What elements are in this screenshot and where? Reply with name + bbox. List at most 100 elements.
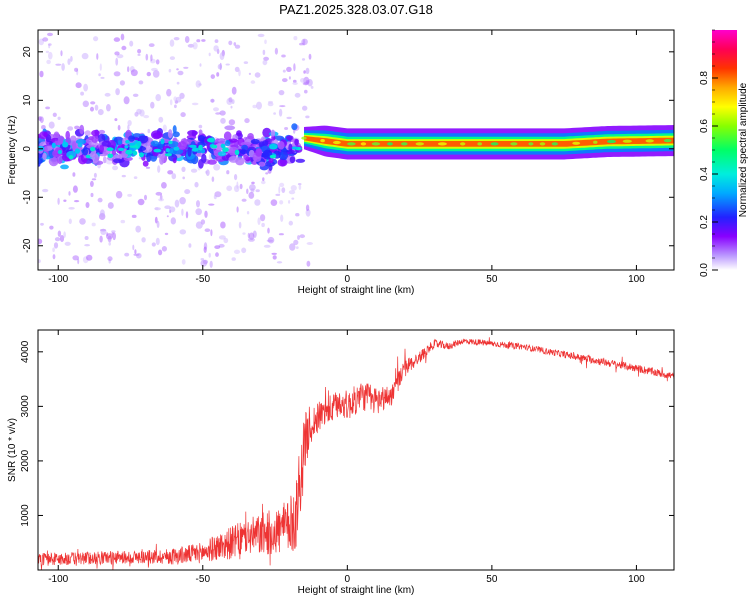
noise-blob bbox=[114, 51, 120, 56]
noise-blob bbox=[106, 104, 111, 112]
x-tick-label: -50 bbox=[196, 574, 211, 585]
noise-blob bbox=[303, 70, 306, 74]
noise-blob bbox=[293, 36, 298, 41]
noise-blob bbox=[97, 197, 103, 203]
noise-blob bbox=[91, 178, 97, 181]
noise-blob bbox=[198, 83, 202, 86]
noise-blob bbox=[171, 173, 177, 180]
noise-blob bbox=[292, 82, 298, 85]
ridge-band bbox=[304, 136, 674, 147]
noise-bright-spot bbox=[118, 147, 125, 152]
noise-blob bbox=[103, 156, 107, 164]
noise-blob bbox=[115, 57, 119, 66]
x-tick-label: -100 bbox=[48, 574, 68, 585]
noise-blob bbox=[138, 80, 144, 85]
noise-core-blob bbox=[291, 123, 298, 131]
noise-blob bbox=[158, 198, 165, 202]
colorbar-ticks: 0.0 0.2 0.4 0.6 0.8 bbox=[699, 29, 718, 277]
noise-core-blob bbox=[288, 143, 293, 152]
noise-blob bbox=[291, 197, 295, 200]
noise-blob bbox=[289, 243, 296, 251]
noise-bright-spot bbox=[291, 146, 299, 150]
noise-blob bbox=[64, 241, 71, 246]
ridge-spot bbox=[477, 142, 483, 146]
noise-blob bbox=[241, 198, 247, 202]
noise-blob bbox=[53, 242, 59, 249]
noise-blob bbox=[130, 69, 138, 77]
noise-core-blob bbox=[289, 156, 296, 164]
noise-blob bbox=[137, 49, 142, 54]
noise-core-blob bbox=[97, 133, 106, 144]
noise-blob bbox=[267, 102, 274, 107]
noise-blob bbox=[154, 207, 159, 211]
noise-core-blob bbox=[270, 129, 276, 137]
noise-blob bbox=[180, 112, 186, 118]
noise-blob bbox=[191, 102, 199, 106]
spectrogram-marks bbox=[38, 32, 674, 268]
noise-blob bbox=[302, 105, 308, 111]
noise-blob bbox=[267, 227, 270, 234]
noise-blob bbox=[81, 52, 89, 60]
noise-blob bbox=[174, 199, 180, 208]
noise-blob bbox=[151, 67, 158, 72]
noise-blob bbox=[132, 93, 139, 98]
noise-blob bbox=[74, 125, 80, 130]
ridge-spot bbox=[347, 142, 356, 146]
noise-blob bbox=[301, 58, 306, 61]
noise-core-blob bbox=[236, 130, 242, 137]
noise-bright-spot bbox=[107, 153, 114, 159]
noise-blob bbox=[83, 83, 88, 92]
noise-blob bbox=[148, 43, 155, 47]
noise-blob bbox=[306, 242, 313, 245]
noise-core-blob bbox=[79, 124, 85, 135]
noise-core-blob bbox=[54, 140, 63, 146]
noise-blob bbox=[214, 39, 219, 43]
noise-blob bbox=[63, 231, 66, 238]
y-tick-label: -10 bbox=[22, 190, 33, 205]
noise-core-blob bbox=[198, 129, 203, 135]
noise-blob bbox=[297, 183, 302, 186]
noise-blob bbox=[57, 230, 62, 237]
noise-bright-spot bbox=[165, 148, 170, 153]
noise-blob bbox=[220, 117, 226, 124]
ridge-spot bbox=[371, 142, 381, 146]
y-tick-label: -20 bbox=[22, 238, 33, 253]
noise-blob bbox=[261, 180, 266, 185]
noise-blob bbox=[273, 112, 276, 115]
ridge-spot bbox=[401, 142, 408, 146]
noise-bright-spot bbox=[57, 149, 63, 155]
noise-blob bbox=[90, 192, 94, 198]
noise-blob bbox=[121, 174, 126, 178]
noise-blob bbox=[261, 222, 265, 228]
ridge-spot bbox=[460, 142, 466, 146]
noise-blob bbox=[107, 202, 114, 209]
noise-blob bbox=[129, 40, 134, 47]
noise-blob bbox=[100, 76, 105, 79]
noise-blob bbox=[170, 217, 176, 225]
y-tick-label: 3000 bbox=[20, 395, 31, 418]
noise-core-blob bbox=[71, 141, 77, 151]
noise-blob bbox=[304, 89, 308, 94]
noise-blob bbox=[300, 78, 306, 83]
noise-blob bbox=[127, 66, 130, 73]
colorbar-tick-label: 0.6 bbox=[699, 119, 710, 133]
noise-blob bbox=[120, 219, 126, 224]
noise-blob bbox=[169, 56, 175, 60]
noise-blob bbox=[54, 237, 61, 242]
noise-bright-spot bbox=[173, 146, 180, 151]
noise-blob bbox=[143, 115, 150, 119]
ridge-spot bbox=[539, 142, 546, 146]
noise-blob bbox=[205, 169, 210, 176]
noise-bright-spot bbox=[136, 140, 142, 147]
x-tick-label: 50 bbox=[486, 274, 498, 285]
noise-blob bbox=[288, 76, 291, 80]
noise-blob bbox=[96, 53, 99, 60]
spectrogram-y-ticks: -20 -10 0 10 20 bbox=[22, 46, 674, 253]
noise-blob bbox=[91, 222, 96, 227]
noise-blob bbox=[231, 257, 236, 261]
noise-core-blob bbox=[150, 140, 159, 147]
noise-blob bbox=[228, 97, 233, 103]
noise-blob bbox=[155, 94, 161, 102]
noise-blob bbox=[208, 52, 211, 57]
noise-core-blob bbox=[258, 141, 265, 148]
